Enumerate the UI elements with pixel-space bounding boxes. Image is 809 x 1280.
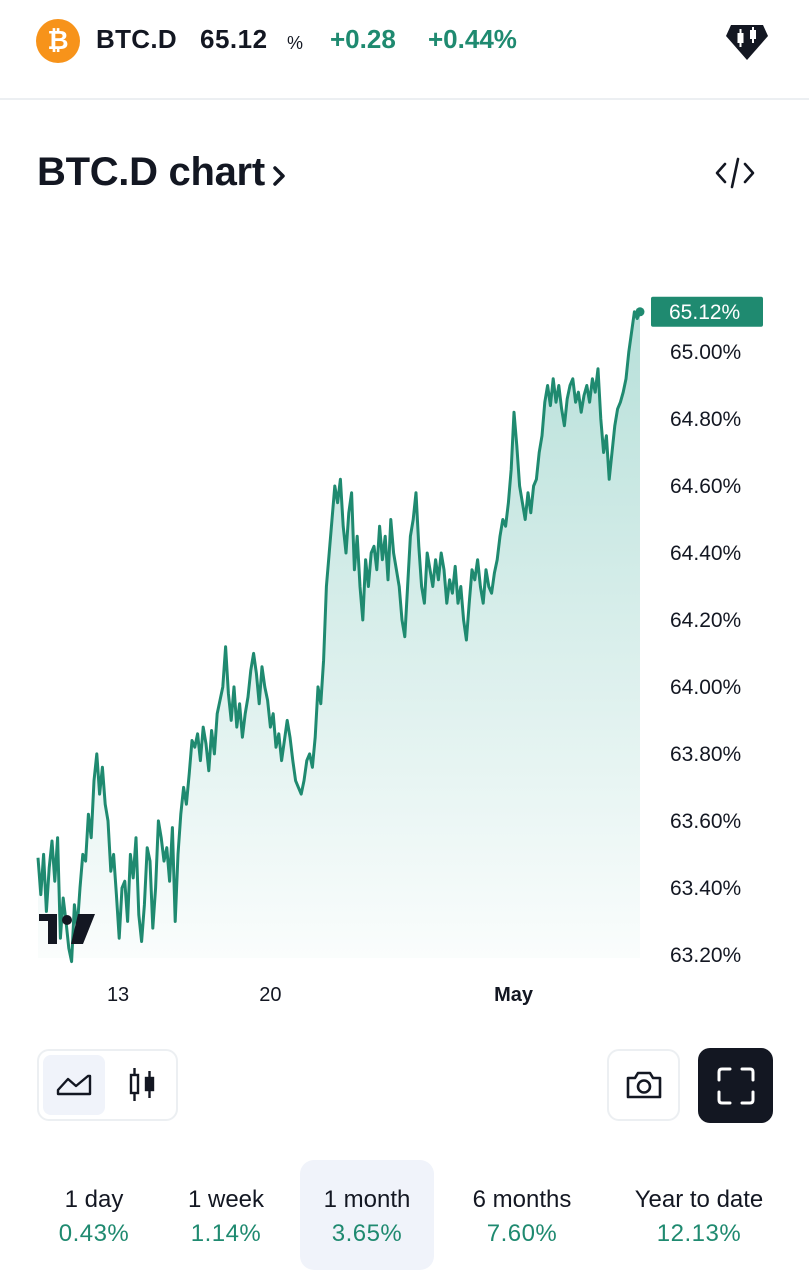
x-axis-tick-label: May (494, 984, 534, 1006)
camera-icon (626, 1071, 661, 1099)
y-axis-tick-label: 64.60% (670, 475, 741, 498)
price-change: +0.28 (330, 24, 396, 54)
y-axis-tick-label: 63.40% (670, 877, 741, 900)
candles-chart-button[interactable] (111, 1055, 173, 1115)
period-change: 3.65% (331, 1220, 403, 1247)
last-price-dot (635, 307, 645, 317)
fullscreen-button[interactable] (698, 1048, 773, 1123)
y-axis-tick-label: 65.00% (670, 341, 741, 364)
y-axis-tick-label: 63.80% (670, 743, 741, 766)
period-1-day[interactable]: 1 day 0.43% (40, 1160, 148, 1270)
period-change: 0.43% (58, 1220, 130, 1247)
y-axis: 65.00% 64.80% 64.60% 64.40% 64.20% 64.00% 63.8… (651, 296, 763, 967)
price-change-percent: +0.44% (428, 24, 517, 54)
chevron-right-icon (273, 165, 285, 186)
last-price-label: 65.12% (669, 301, 740, 324)
x-axis-tick-label: 20 (259, 984, 282, 1006)
candlestick-badge-icon[interactable] (722, 16, 772, 66)
tradingview-logo-icon (39, 914, 95, 944)
period-label: 1 week (187, 1186, 265, 1213)
period-change: 1.14% (190, 1220, 262, 1247)
area-chart-icon (56, 1074, 92, 1096)
y-axis-tick-label: 63.60% (670, 810, 741, 833)
y-axis-tick-label: 64.40% (670, 542, 741, 565)
embed-code-icon[interactable] (714, 156, 756, 190)
fullscreen-icon (717, 1067, 754, 1104)
chart-type-toggle (37, 1049, 178, 1121)
chart-title: BTC.D chart (37, 150, 265, 194)
period-6-months[interactable]: 6 months 7.60% (450, 1160, 594, 1270)
symbol-name: BTC.D (96, 24, 177, 54)
chart-price-line (36, 310, 642, 964)
price-value: 65.12 (200, 24, 268, 54)
period-label: 1 month (323, 1186, 411, 1213)
bitcoin-icon: ₿ (36, 19, 80, 63)
period-1-month[interactable]: 1 month 3.65% (300, 1160, 434, 1270)
snapshot-button[interactable] (607, 1049, 680, 1121)
chart-title-link[interactable]: BTC.D chart (37, 150, 287, 195)
period-change: 12.13% (656, 1220, 742, 1247)
y-axis-tick-label: 64.20% (670, 609, 741, 632)
x-axis-tick-label: 13 (106, 984, 130, 1006)
period-1-week[interactable]: 1 week 1.14% (166, 1160, 286, 1270)
price-unit: % (287, 33, 304, 53)
symbol-header: ₿ BTC.D 65.12 % +0.28 +0.44% (0, 0, 809, 100)
last-price-label-bg (651, 296, 763, 327)
period-label: 1 day (64, 1186, 124, 1213)
y-axis-tick-label: 64.00% (670, 676, 741, 699)
period-label: 6 months (472, 1186, 572, 1213)
y-axis-tick-label: 64.80% (670, 408, 741, 431)
area-chart-button[interactable] (43, 1055, 105, 1115)
y-axis-tick-label: 63.20% (670, 944, 741, 967)
period-change: 7.60% (486, 1220, 558, 1247)
chart-area-fill (38, 311, 640, 962)
candlestick-icon (129, 1068, 155, 1101)
area-chart[interactable]: 65.00% 64.80% 64.60% 64.40% 64.20% 64.00% 63.8… (0, 270, 809, 990)
period-label: Year to date (634, 1186, 764, 1213)
period-year-to-date[interactable]: Year to date 12.13% (614, 1160, 784, 1270)
